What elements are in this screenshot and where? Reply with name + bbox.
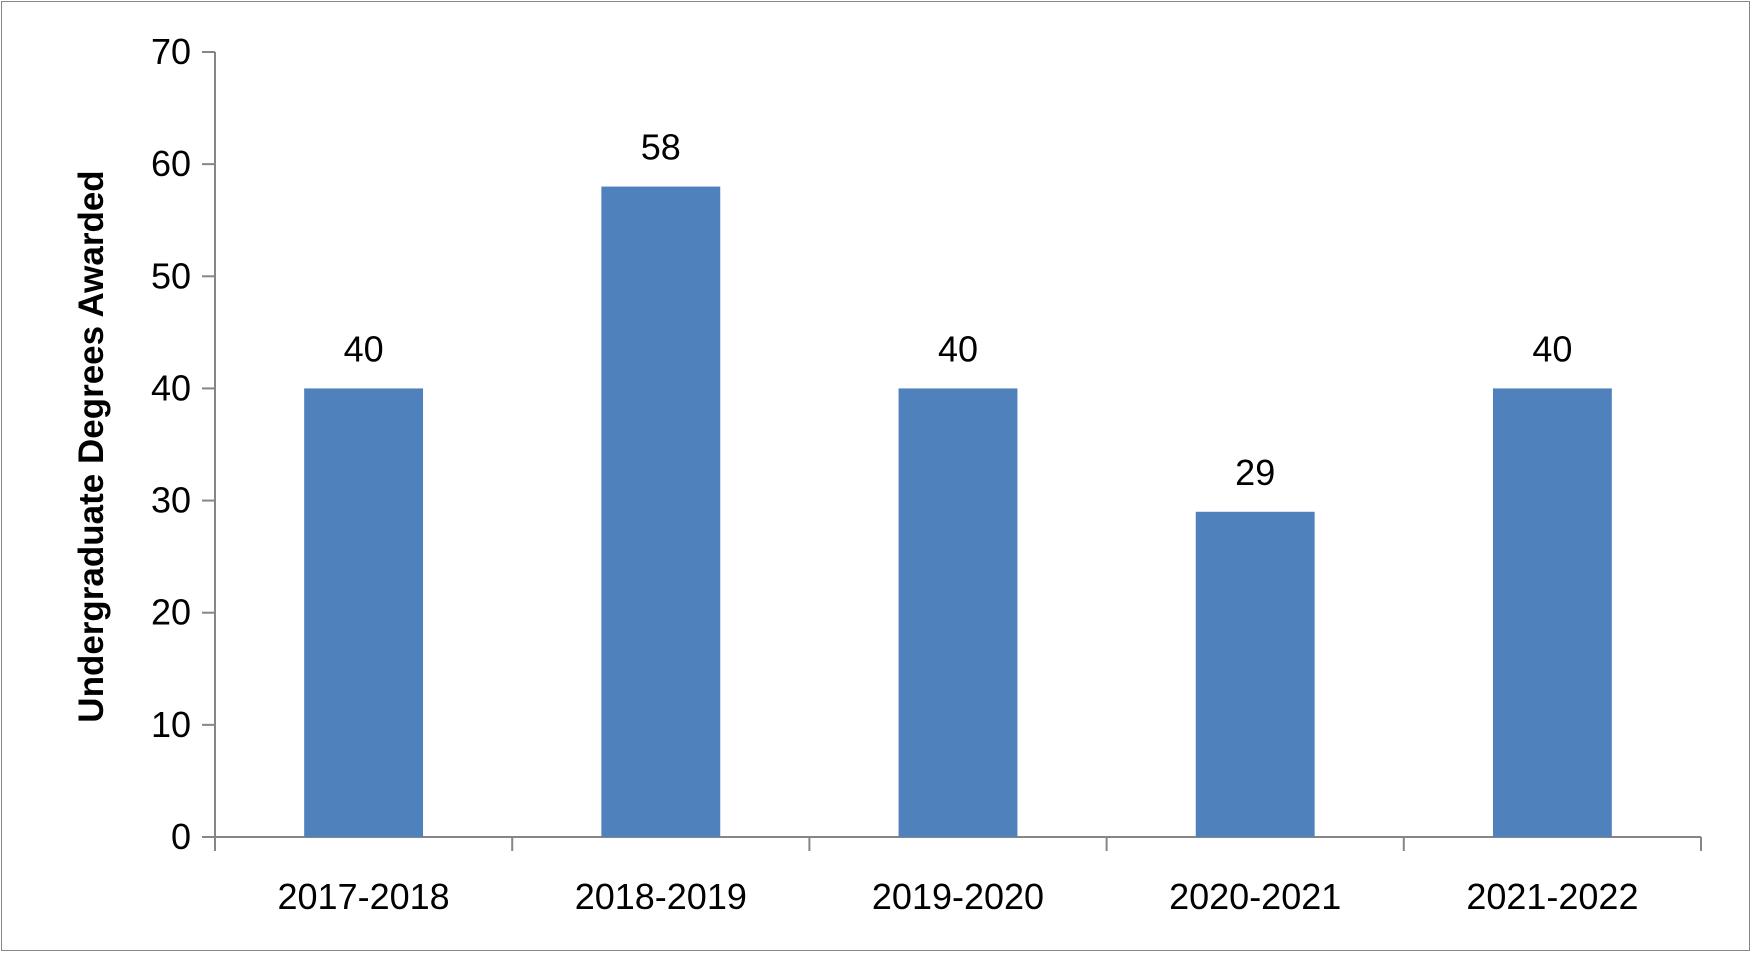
x-tick-label: 2019-2020 [872, 876, 1044, 917]
x-tick-label: 2020-2021 [1169, 876, 1341, 917]
bar [1195, 511, 1315, 837]
y-axis: 0 10 20 30 40 50 60 70 [151, 31, 216, 857]
y-tick-label: 0 [171, 816, 191, 857]
bar [601, 186, 721, 838]
bar [1492, 388, 1612, 837]
y-tick-label: 20 [151, 592, 191, 633]
data-label: 40 [344, 328, 384, 369]
y-tick-label: 10 [151, 704, 191, 745]
y-tick-label: 60 [151, 143, 191, 184]
data-labels: 40 58 40 29 40 [344, 127, 1573, 493]
data-label: 29 [1235, 452, 1275, 493]
x-tick-label: 2017-2018 [278, 876, 450, 917]
y-tick-label: 40 [151, 367, 191, 408]
data-label: 40 [938, 328, 978, 369]
x-tick-label: 2021-2022 [1466, 876, 1638, 917]
y-axis-title: Undergraduate Degrees Awarded [72, 170, 111, 722]
y-tick-label: 70 [151, 31, 191, 72]
y-tick-label: 30 [151, 480, 191, 521]
bar [304, 388, 424, 837]
x-axis: 2017-2018 2018-2019 2019-2020 2020-2021 2021… [214, 836, 1702, 917]
bar [898, 388, 1018, 837]
bars [304, 186, 1612, 838]
data-label: 58 [641, 127, 681, 168]
data-label: 40 [1532, 328, 1572, 369]
x-tick-label: 2018-2019 [575, 876, 747, 917]
y-tick-label: 50 [151, 255, 191, 296]
